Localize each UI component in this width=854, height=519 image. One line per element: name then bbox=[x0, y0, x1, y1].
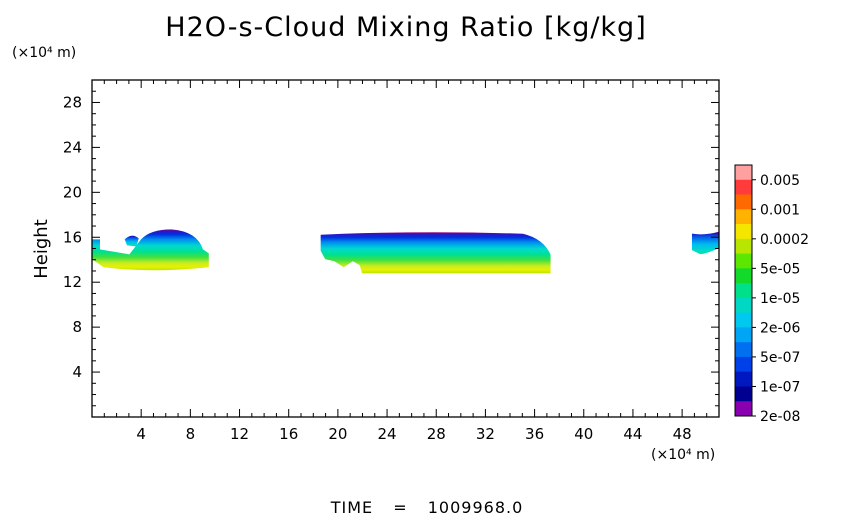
colorbar-swatch bbox=[735, 209, 752, 225]
colorbar-label: 2e-06 bbox=[760, 320, 800, 336]
x-tick-label: 12 bbox=[230, 425, 249, 443]
colorbar-swatch bbox=[735, 401, 752, 417]
x-tick-label: 24 bbox=[378, 425, 397, 443]
y-tick-label: 12 bbox=[63, 273, 82, 291]
x-tick-label: 32 bbox=[476, 425, 495, 443]
y-tick-label: 4 bbox=[72, 363, 82, 381]
colorbar-swatch bbox=[735, 238, 752, 254]
x-tick-label: 48 bbox=[673, 425, 692, 443]
y-axis-unit: (×10⁴ m) bbox=[12, 45, 77, 61]
y-tick-label: 16 bbox=[63, 228, 82, 246]
colorbar-swatch bbox=[735, 371, 752, 387]
x-tick-label: 28 bbox=[427, 425, 446, 443]
colorbar-label: 5e-05 bbox=[760, 261, 800, 277]
cloud-region bbox=[320, 232, 551, 274]
colorbar-swatch bbox=[735, 327, 752, 343]
chart-title: H2O-s-Cloud Mixing Ratio [kg/kg] bbox=[165, 12, 647, 43]
colorbar-swatch bbox=[735, 253, 752, 269]
colorbar-swatch bbox=[735, 297, 752, 314]
colorbar-label: 1e-07 bbox=[760, 379, 800, 395]
x-tick-label: 36 bbox=[525, 425, 544, 443]
colorbar-swatch bbox=[735, 165, 752, 181]
time-readout: TIME = 1009968.0 bbox=[0, 498, 854, 517]
colorbar: 0.005 0.001 0.0002 5e-05 1e-05 2e-06 5e-07 1e-0… bbox=[734, 164, 809, 425]
colorbar-swatch bbox=[735, 386, 752, 402]
y-tick-label: 24 bbox=[63, 138, 82, 156]
x-tick-label: 8 bbox=[186, 425, 196, 443]
colorbar-swatch bbox=[735, 194, 752, 210]
x-tick-label: 20 bbox=[328, 425, 347, 443]
x-tick-label: 4 bbox=[136, 425, 146, 443]
y-axis: 4 8 12 16 20 24 28 bbox=[63, 90, 719, 407]
colorbar-swatch bbox=[735, 283, 752, 299]
x-tick-label: 40 bbox=[574, 425, 593, 443]
x-axis: 4 8 12 16 20 24 28 32 36 40 44 48 bbox=[103, 80, 708, 443]
colorbar-label: 0.005 bbox=[760, 173, 800, 189]
y-axis-label: Height bbox=[31, 219, 52, 279]
cloud-region bbox=[92, 229, 209, 271]
colorbar-swatch bbox=[735, 179, 752, 195]
colorbar-label: 2e-08 bbox=[760, 409, 800, 425]
colorbar-swatch bbox=[735, 356, 752, 373]
time-label: TIME bbox=[330, 498, 374, 517]
colorbar-swatch bbox=[735, 342, 752, 358]
cloud-region bbox=[691, 231, 719, 255]
cloud-fields bbox=[92, 229, 719, 274]
time-equals: = bbox=[393, 498, 408, 517]
time-value: 1009968.0 bbox=[427, 498, 524, 517]
colorbar-swatch bbox=[735, 224, 752, 240]
x-axis-unit: (×10⁴ m) bbox=[651, 447, 716, 463]
y-tick-label: 8 bbox=[72, 318, 82, 336]
x-tick-label: 44 bbox=[623, 425, 642, 443]
colorbar-label: 1e-05 bbox=[760, 291, 800, 307]
y-tick-label: 28 bbox=[63, 93, 82, 111]
colorbar-label: 0.0002 bbox=[760, 232, 809, 248]
colorbar-swatch bbox=[735, 268, 752, 284]
colorbar-border bbox=[734, 164, 753, 417]
y-tick-label: 20 bbox=[63, 183, 82, 201]
colorbar-swatch bbox=[735, 312, 752, 328]
colorbar-label: 5e-07 bbox=[760, 350, 800, 366]
colorbar-label: 0.001 bbox=[760, 202, 800, 218]
x-tick-label: 16 bbox=[279, 425, 298, 443]
cloud-cell bbox=[124, 235, 139, 247]
